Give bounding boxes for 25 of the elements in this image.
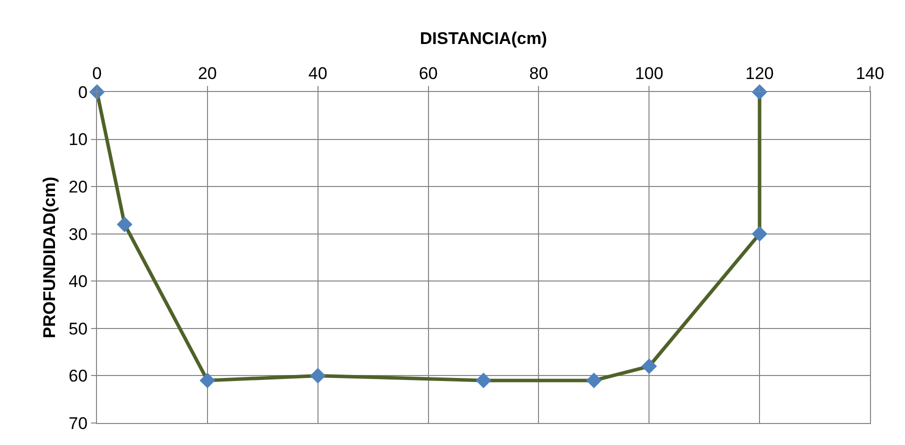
point [200,372,216,388]
x-tick-label: 60 [418,64,438,84]
y-tick-label: 50 [68,319,88,338]
point [752,226,768,242]
y-tick-label: 30 [68,224,88,244]
x-tick-label: 120 [745,64,774,84]
x-tick-label: 40 [308,64,328,84]
x-tick-label: 80 [529,64,548,84]
point [310,368,326,384]
y-tick-label: 60 [68,366,88,386]
y-axis-title: PROFUNDIDAD(cm) [40,176,60,338]
point [641,358,657,374]
y-tick-label: 40 [68,272,88,292]
y-tick-label: 20 [68,178,88,197]
x-tick-label: 20 [198,64,217,84]
y-tick-label: 70 [68,414,88,433]
y-tick-label: 0 [78,82,88,102]
x-axis-title: DISTANCIA(cm) [420,28,548,48]
x-tick-label: 0 [92,64,102,84]
point [116,216,132,232]
x-tick-label: 100 [634,64,664,84]
x-tick-label: 140 [856,64,884,84]
point [586,372,602,388]
point [476,372,492,388]
y-tick-label: 10 [68,130,88,150]
